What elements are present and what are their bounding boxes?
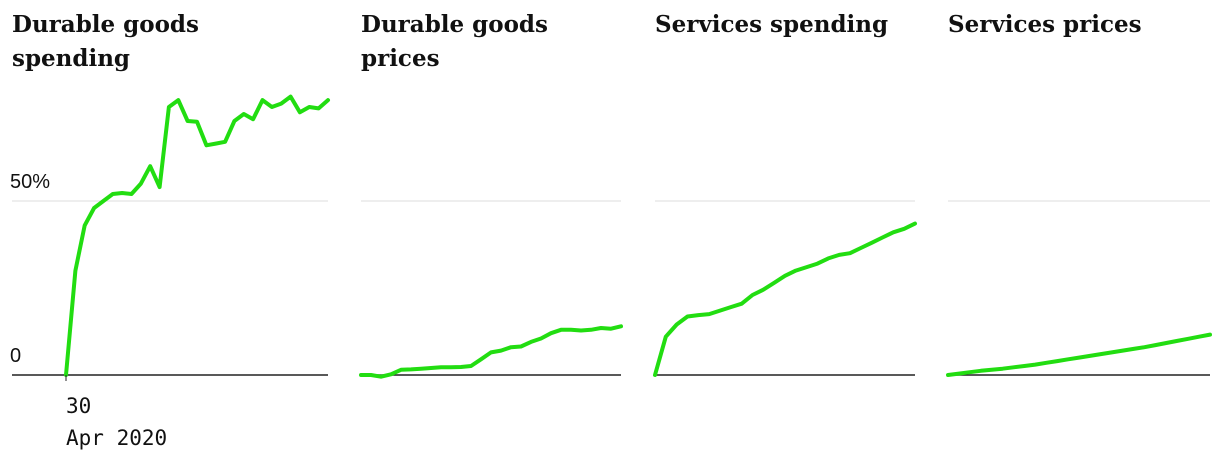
title-line: Services spending [655, 11, 889, 38]
title-line: prices [361, 45, 440, 72]
series-line-services-spending [653, 221, 917, 377]
title-line: Services prices [948, 11, 1142, 38]
title-line: spending [12, 45, 131, 72]
x-tick-label: 30 [66, 394, 92, 418]
y-tick-label-50: 50% [10, 171, 51, 193]
y-tick-label-0: 0 [10, 345, 22, 367]
panel-title-durable-prices: Durable goods prices [361, 8, 631, 76]
panel-title-services-spending: Services spending [655, 8, 925, 42]
title-line: Durable goods [361, 11, 548, 38]
x-axis-start-label: 30 Apr 2020 [66, 390, 167, 454]
x-tick-sublabel: Apr 2020 [66, 426, 168, 450]
title-line: Durable goods [12, 11, 199, 38]
series-line-durable-goods-spending [64, 94, 330, 377]
panel-title-services-prices: Services prices [948, 8, 1218, 42]
series-line-durable-goods-prices [359, 324, 623, 379]
series-line-services-prices [946, 332, 1212, 377]
panel-title-durable-spending: Durable goods spending [12, 8, 282, 76]
